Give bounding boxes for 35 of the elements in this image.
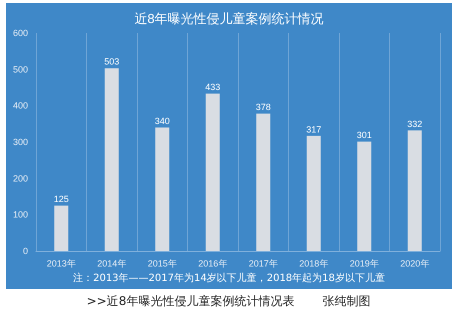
x-tick-label: 2017年 [248, 258, 278, 268]
data-label: 340 [154, 116, 170, 126]
text: >>近8年曝光性侵儿童案例统计情况表 [86, 294, 294, 308]
x-tick-label: 2018年 [299, 258, 328, 268]
y-tick-label: 0 [22, 246, 28, 256]
data-label: 332 [407, 118, 422, 129]
y-tick-label: 100 [12, 210, 28, 220]
data-label: 301 [356, 130, 372, 140]
data-label: 125 [54, 194, 69, 204]
y-tick-label: 500 [12, 64, 28, 74]
bar [104, 68, 119, 251]
text: 注：2013年——2017年为14岁以下儿童，2018年起为18岁以下儿童 [72, 272, 386, 285]
bar [357, 142, 372, 251]
bar [408, 130, 422, 251]
bar [206, 94, 220, 251]
data-label: 503 [104, 56, 120, 67]
x-tick-label: 2013年 [46, 258, 76, 268]
bar [155, 127, 170, 251]
x-tick-label: 2019年 [350, 258, 379, 268]
y-tick-label: 600 [12, 28, 28, 38]
x-tick-label: 2014年 [97, 258, 126, 268]
data-label: 378 [256, 102, 271, 112]
x-tick-label: 2016年 [198, 258, 228, 268]
x-tick-label: 2020年 [400, 258, 430, 268]
chart-title: 近8年曝光性侵儿童案例统计情况 [134, 11, 324, 26]
x-tick-label: 2015年 [148, 258, 177, 268]
bar [306, 136, 321, 251]
data-label: 433 [205, 82, 220, 92]
y-tick-label: 300 [12, 137, 28, 147]
data-label: 317 [306, 124, 322, 134]
y-tick-label: 400 [12, 100, 28, 111]
y-tick-label: 200 [12, 173, 28, 184]
bar [54, 206, 68, 251]
text: 张纯制图 [322, 294, 370, 308]
bar [256, 114, 270, 251]
